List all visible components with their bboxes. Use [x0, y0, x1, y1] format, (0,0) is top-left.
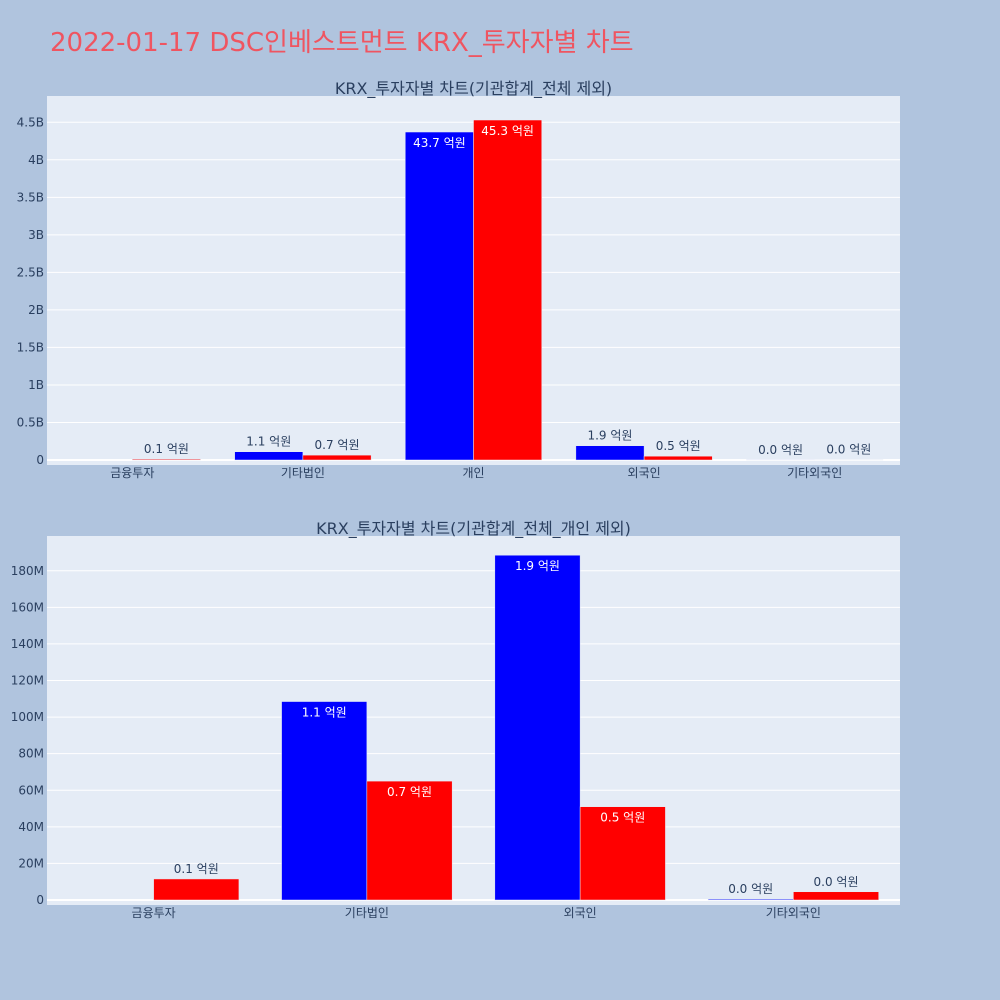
bar — [793, 891, 879, 901]
bar — [473, 119, 542, 461]
y-tick-label: 120M — [11, 674, 44, 688]
y-tick-label: 1B — [28, 378, 44, 392]
bar — [302, 454, 372, 461]
y-tick-label: 0.5B — [17, 415, 44, 429]
x-tick-label: 기타외국인 — [787, 466, 842, 480]
y-tick-label: 40M — [18, 820, 44, 834]
chart-2: 0 20M 40M 60M 80M 100M 120M 140M 160M 180M KRX_투자자… — [11, 519, 900, 920]
x-tick-label: 외국인 — [564, 906, 597, 920]
bar-data-label: 1.9 억원 — [587, 429, 632, 443]
y-tick-label: 2B — [28, 303, 44, 317]
y-tick-label: 3.5B — [17, 190, 44, 204]
chart-1: 0 0.5B 1B 1.5B 2B 2.5B 3B 3.5B 4B 4.5B KRX_투자자별 차트… — [17, 79, 900, 480]
y-tick-label: 180M — [11, 564, 44, 578]
y-tick-label: 2.5B — [17, 265, 44, 279]
bar-data-label: 0.5 억원 — [600, 811, 645, 825]
chart-title: KRX_투자자별 차트(기관합계_전체_개인 제외) — [316, 519, 631, 539]
bar-data-label: 0.0 억원 — [728, 882, 773, 896]
bar-data-label: 0.0 억원 — [758, 443, 803, 457]
bar — [153, 878, 240, 901]
bar-data-label: 0.7 억원 — [387, 785, 432, 799]
bar-data-label: 1.1 억원 — [302, 706, 347, 720]
bar — [707, 898, 794, 901]
y-tick-label: 140M — [11, 637, 44, 651]
chart-title: KRX_투자자별 차트(기관합계_전체 제외) — [335, 79, 612, 99]
bar-data-label: 0.0 억원 — [826, 443, 871, 457]
bar-data-label: 1.9 억원 — [515, 559, 560, 573]
bar-data-label: 0.5 억원 — [656, 439, 701, 453]
y-tick-label: 4B — [28, 153, 44, 167]
bar — [643, 455, 713, 461]
bar — [405, 131, 474, 461]
bar-data-label: 0.0 억원 — [814, 875, 859, 889]
bar-data-label: 45.3 억원 — [481, 124, 534, 138]
y-tick-label: 0 — [36, 893, 44, 907]
y-tick-label: 0 — [36, 453, 44, 467]
bar — [132, 458, 201, 461]
y-tick-label: 100M — [11, 710, 44, 724]
y-tick-label: 3B — [28, 228, 44, 242]
bar — [234, 451, 304, 461]
bar-data-label: 43.7 억원 — [413, 136, 466, 150]
x-tick-label: 외국인 — [628, 466, 661, 480]
bar — [579, 806, 666, 901]
bar-data-label: 0.7 억원 — [315, 438, 360, 452]
bar-data-label: 0.1 억원 — [174, 862, 219, 876]
y-tick-label: 4.5B — [17, 115, 44, 129]
x-tick-label: 기타외국인 — [766, 906, 821, 920]
bar-data-label: 0.1 억원 — [144, 442, 189, 456]
plot-area — [47, 536, 900, 905]
y-tick-label: 160M — [11, 600, 44, 614]
y-tick-label: 20M — [18, 856, 44, 870]
bar — [575, 445, 645, 461]
page-title: 2022-01-17 DSC인베스트먼트 KRX_투자자별 차트 — [50, 28, 634, 58]
bar — [494, 554, 581, 901]
y-tick-label: 60M — [18, 783, 44, 797]
x-tick-label: 기타법인 — [281, 466, 325, 480]
x-tick-label: 금융투자 — [132, 906, 176, 920]
bar — [281, 701, 368, 901]
x-tick-label: 금융투자 — [110, 466, 154, 480]
y-tick-label: 80M — [18, 747, 44, 761]
bar-data-label: 1.1 억원 — [246, 435, 291, 449]
bar — [366, 780, 453, 901]
x-tick-label: 기타법인 — [345, 906, 389, 920]
x-tick-label: 개인 — [462, 466, 484, 480]
y-tick-label: 1.5B — [17, 340, 44, 354]
